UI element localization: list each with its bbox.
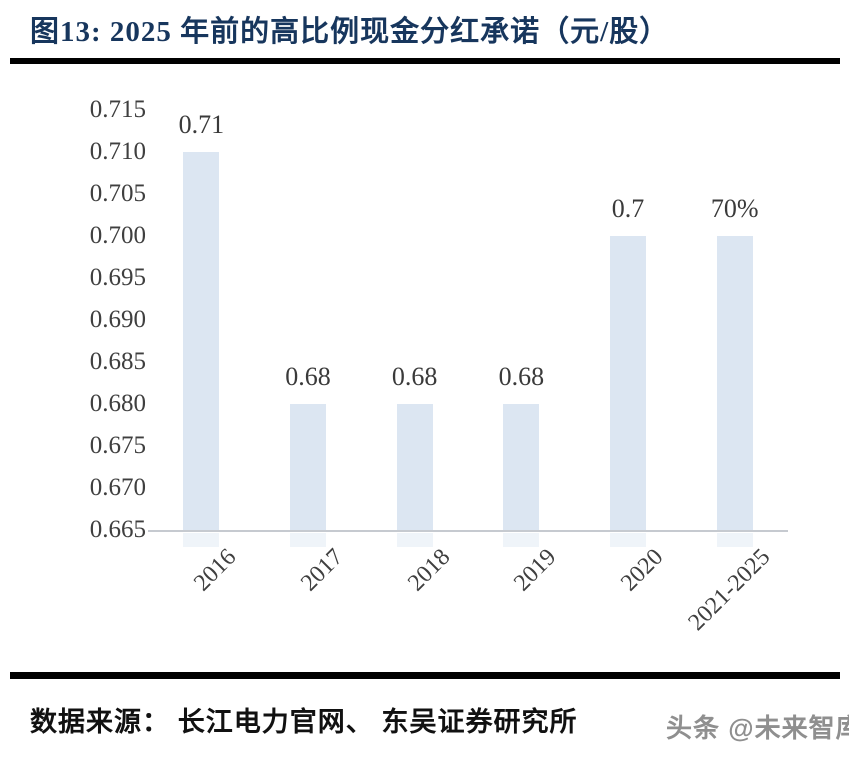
bar-ghost [396, 533, 433, 547]
bar-2021-2025 [716, 236, 753, 530]
data-source-text: 数据来源： 长江电力官网、 东吴证券研究所 [30, 707, 578, 737]
bar-value-label: 0.68 [391, 362, 438, 391]
bar-ghost [290, 533, 326, 547]
y-axis-tick-label: 0.705 [89, 180, 146, 207]
y-axis-tick-label: 0.670 [89, 474, 146, 501]
bar-value-label: 0.68 [285, 362, 331, 391]
bar-2018 [396, 404, 433, 530]
footer-divider-rule [10, 672, 840, 679]
bar-ghost [183, 533, 220, 547]
bar-2019 [503, 404, 540, 530]
bar-ghost [503, 533, 540, 547]
y-axis-tick-label: 0.710 [89, 138, 146, 165]
x-axis-line [148, 530, 788, 532]
bar-value-label: 70% [710, 194, 759, 223]
y-axis-tick-label: 0.685 [89, 348, 146, 375]
y-axis-tick-label: 0.695 [89, 264, 146, 291]
x-axis-tick-label: 2021-2025 [683, 544, 776, 636]
y-axis-tick-label: 0.680 [89, 390, 146, 417]
bar-value-label: 0.7 [611, 194, 645, 223]
y-axis-tick-label: 0.715 [89, 96, 146, 123]
title-divider-rule [10, 58, 840, 64]
watermark-text: 头条 @未来智库 [666, 713, 849, 743]
bar-ghost [610, 533, 646, 547]
bar-2017 [290, 404, 326, 530]
y-axis-tick-label: 0.665 [89, 516, 146, 543]
bar-2020 [610, 236, 646, 530]
bar-value-label: 0.68 [498, 362, 545, 391]
bar-2016 [183, 152, 220, 530]
y-axis-tick-label: 0.700 [89, 222, 146, 249]
bar-value-label: 0.71 [178, 110, 225, 139]
y-axis-tick-label: 0.675 [89, 432, 146, 459]
bar-ghost [716, 533, 753, 547]
y-axis-tick-label: 0.690 [89, 306, 146, 333]
figure-title: 图13: 2025 年前的高比例现金分红承诺（元/股） [30, 16, 670, 48]
